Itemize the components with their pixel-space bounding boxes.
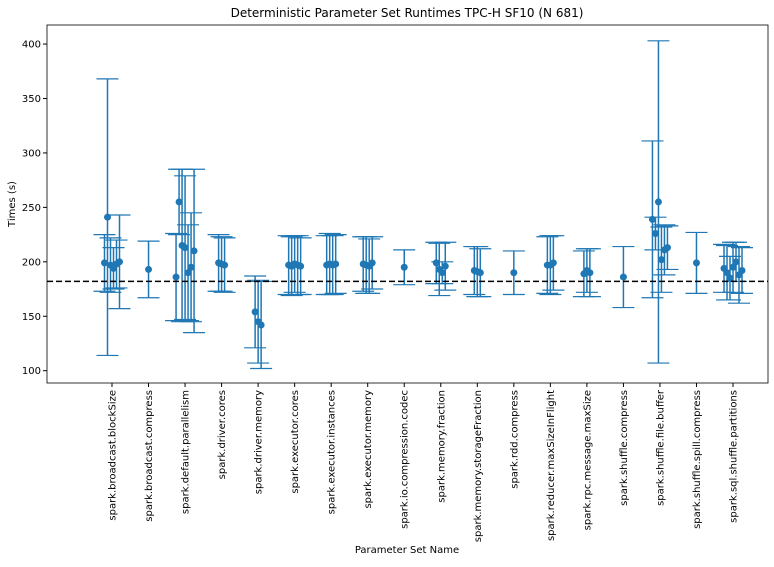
x-tick-label: spark.executor.instances bbox=[327, 390, 338, 514]
point bbox=[184, 269, 192, 277]
y-axis-label: Times (s) bbox=[7, 181, 18, 228]
y-tick-label: 400 bbox=[22, 40, 41, 51]
point bbox=[657, 256, 665, 264]
y-tick-label: 350 bbox=[22, 94, 41, 105]
x-tick-label: spark.memory.storageFraction bbox=[473, 390, 484, 542]
x-tick-label: spark.executor.cores bbox=[290, 390, 301, 494]
y-tick-label: 250 bbox=[22, 203, 41, 214]
point bbox=[145, 265, 153, 273]
x-tick-label: spark.io.compression.codec bbox=[400, 390, 411, 529]
point bbox=[476, 269, 484, 277]
x-tick-label: spark.shuffle.compress bbox=[619, 390, 630, 506]
y-tick-label: 100 bbox=[22, 366, 41, 377]
x-tick-label: spark.broadcast.blockSize bbox=[108, 390, 119, 521]
point bbox=[438, 269, 446, 277]
point bbox=[692, 259, 700, 267]
y-tick-label: 300 bbox=[22, 148, 41, 159]
y-tick-label: 150 bbox=[22, 312, 41, 323]
x-tick-label: spark.shuffle.file.buffer bbox=[655, 389, 666, 506]
x-tick-label: spark.default.parallelism bbox=[181, 390, 192, 514]
point bbox=[663, 244, 671, 252]
point bbox=[257, 321, 265, 329]
x-tick-label: spark.sql.shuffle.partitions bbox=[729, 390, 740, 523]
point bbox=[738, 267, 746, 275]
point bbox=[332, 260, 340, 268]
point bbox=[368, 259, 376, 267]
point bbox=[654, 198, 662, 206]
point bbox=[175, 198, 183, 206]
x-tick-label: spark.rdd.compress bbox=[509, 390, 520, 489]
point bbox=[586, 269, 594, 277]
x-tick-label: spark.reducer.maxSizeInFlight bbox=[546, 390, 557, 541]
plot-frame bbox=[46, 24, 769, 384]
point bbox=[729, 263, 737, 271]
point bbox=[619, 273, 627, 281]
point bbox=[251, 308, 259, 316]
point bbox=[726, 274, 734, 282]
point bbox=[190, 247, 198, 255]
point bbox=[400, 263, 408, 271]
x-tick-label: spark.shuffle.spill.compress bbox=[692, 390, 703, 529]
point bbox=[187, 263, 195, 271]
x-tick-label: spark.broadcast.compress bbox=[144, 390, 155, 522]
x-tick-label: spark.driver.cores bbox=[217, 390, 228, 479]
point bbox=[181, 244, 189, 252]
y-tick-label: 200 bbox=[22, 257, 41, 268]
x-axis-label: Parameter Set Name bbox=[355, 545, 459, 556]
point bbox=[732, 258, 740, 266]
point bbox=[510, 269, 518, 277]
x-tick-label: spark.driver.memory bbox=[254, 390, 265, 494]
point bbox=[432, 259, 440, 267]
point bbox=[221, 261, 229, 269]
point bbox=[441, 262, 449, 270]
point bbox=[297, 262, 305, 270]
x-tick-label: spark.rpc.message.maxSize bbox=[582, 390, 593, 530]
point bbox=[101, 259, 108, 267]
point bbox=[723, 269, 731, 277]
point bbox=[116, 258, 123, 266]
chart-title: Deterministic Parameter Set Runtimes TPC… bbox=[231, 6, 584, 20]
point bbox=[651, 230, 659, 238]
point bbox=[549, 259, 557, 267]
x-tick-label: spark.memory.fraction bbox=[436, 390, 447, 503]
point bbox=[172, 273, 180, 281]
x-tick-label: spark.executor.memory bbox=[363, 390, 374, 509]
